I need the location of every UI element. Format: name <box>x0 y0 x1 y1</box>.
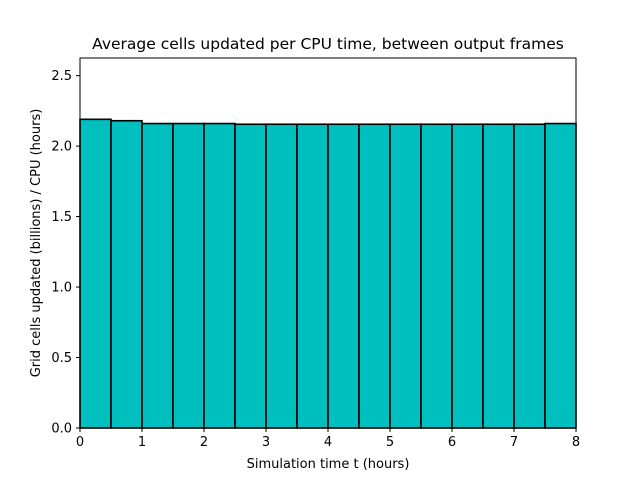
bar-5 <box>234 123 267 429</box>
bar-9 <box>358 123 391 429</box>
x-tick-label-0: 0 <box>76 435 84 450</box>
y-axis: 0.0 0.5 1.0 1.5 2.0 2.5 <box>51 69 80 437</box>
bar-4 <box>203 122 236 429</box>
x-tick-label-5: 5 <box>386 435 394 450</box>
bar-7 <box>296 123 329 429</box>
y-tick-label-1: 0.5 <box>51 351 72 366</box>
bar-11 <box>420 123 453 429</box>
bar-13 <box>482 123 515 429</box>
x-tick-label-7: 7 <box>510 435 518 450</box>
y-tick-label-3: 1.5 <box>51 210 72 225</box>
x-axis-title: Simulation time t (hours) <box>247 457 410 472</box>
x-tick-label-8: 8 <box>572 435 580 450</box>
x-tick-label-6: 6 <box>448 435 456 450</box>
y-tick-label-0: 0.0 <box>51 422 72 437</box>
y-tick-label-4: 2.0 <box>51 140 72 155</box>
bars-group <box>79 118 577 429</box>
bar-0 <box>79 118 112 429</box>
y-tick-label-2: 1.0 <box>51 281 72 296</box>
x-tick-label-1: 1 <box>138 435 146 450</box>
bar-10 <box>389 123 422 429</box>
bar-15 <box>544 122 577 429</box>
x-tick-label-2: 2 <box>200 435 208 450</box>
chart-title: Average cells updated per CPU time, betw… <box>92 35 564 53</box>
y-axis-title: Grid cells updated (billions) / CPU (hou… <box>29 109 44 378</box>
bar-3 <box>172 122 205 429</box>
x-tick-label-4: 4 <box>324 435 332 450</box>
bar-2 <box>141 122 174 429</box>
bar-8 <box>327 123 360 429</box>
bar-14 <box>513 123 546 429</box>
y-tick-label-5: 2.5 <box>51 69 72 84</box>
x-axis: 0 1 2 3 4 5 6 7 8 <box>76 428 580 450</box>
bar-6 <box>265 123 298 429</box>
bar-1 <box>110 119 143 429</box>
bar-12 <box>451 123 484 429</box>
x-tick-label-3: 3 <box>262 435 270 450</box>
